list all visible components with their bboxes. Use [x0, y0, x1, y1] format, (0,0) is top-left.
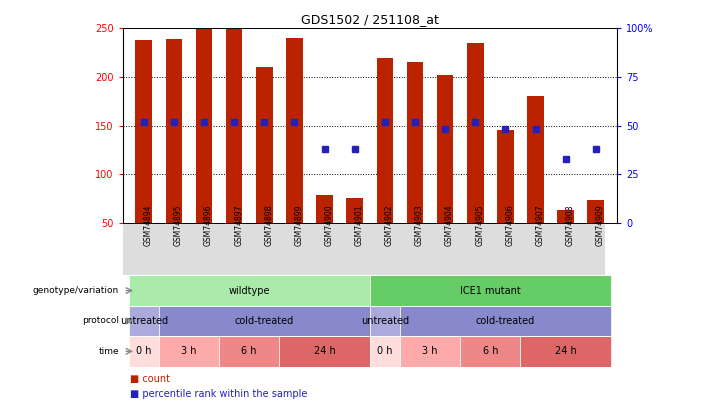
Bar	[400, 306, 611, 336]
Text: time: time	[99, 347, 119, 356]
Title: GDS1502 / 251108_at: GDS1502 / 251108_at	[301, 13, 439, 26]
Text: 6 h: 6 h	[482, 346, 498, 356]
Bar	[370, 336, 400, 367]
Text: GSM74894: GSM74894	[144, 205, 153, 246]
Bar	[226, 29, 243, 223]
Text: ICE1 mutant: ICE1 mutant	[460, 286, 521, 296]
Text: GSM74899: GSM74899	[294, 205, 304, 246]
Text: GSM74903: GSM74903	[415, 205, 424, 246]
Bar	[135, 40, 152, 223]
Bar	[370, 306, 400, 336]
Text: 0 h: 0 h	[136, 346, 151, 356]
Bar	[400, 336, 460, 367]
Text: wildtype: wildtype	[229, 286, 270, 296]
Bar	[196, 29, 212, 223]
Text: GSM74900: GSM74900	[325, 205, 334, 246]
Text: GSM74909: GSM74909	[596, 205, 605, 246]
Text: GSM74895: GSM74895	[174, 205, 183, 246]
Bar	[527, 96, 544, 223]
Bar	[520, 336, 611, 367]
Text: untreated: untreated	[361, 316, 409, 326]
Bar	[587, 200, 604, 223]
Bar	[460, 336, 520, 367]
Text: protocol: protocol	[82, 316, 119, 326]
Text: 3 h: 3 h	[182, 346, 197, 356]
Bar	[129, 275, 370, 306]
Text: GSM74902: GSM74902	[385, 205, 394, 246]
Text: GSM74901: GSM74901	[355, 205, 364, 246]
Text: GSM74897: GSM74897	[234, 205, 243, 246]
Bar	[256, 67, 273, 223]
Bar	[467, 43, 484, 223]
Bar	[165, 39, 182, 223]
Bar	[370, 275, 611, 306]
Text: GSM74908: GSM74908	[566, 205, 575, 246]
Text: GSM74904: GSM74904	[445, 205, 454, 246]
Text: cold-treated: cold-treated	[235, 316, 294, 326]
Bar	[280, 336, 370, 367]
Bar	[407, 62, 423, 223]
Text: cold-treated: cold-treated	[476, 316, 535, 326]
Bar	[219, 336, 280, 367]
Bar	[129, 306, 159, 336]
Bar	[346, 198, 363, 223]
Bar	[376, 58, 393, 223]
Bar	[286, 38, 303, 223]
Bar	[497, 130, 514, 223]
Text: GSM74907: GSM74907	[536, 205, 545, 246]
Bar	[159, 336, 219, 367]
Text: 6 h: 6 h	[241, 346, 257, 356]
Bar	[159, 306, 370, 336]
Text: genotype/variation: genotype/variation	[33, 286, 119, 295]
Bar	[437, 75, 454, 223]
Bar	[316, 194, 333, 223]
Text: ■ percentile rank within the sample: ■ percentile rank within the sample	[130, 389, 307, 399]
Text: GSM74906: GSM74906	[505, 205, 515, 246]
Text: 0 h: 0 h	[377, 346, 393, 356]
Bar	[557, 210, 574, 223]
Text: untreated: untreated	[120, 316, 168, 326]
Text: GSM74905: GSM74905	[475, 205, 484, 246]
Text: 24 h: 24 h	[314, 346, 336, 356]
Bar	[129, 336, 159, 367]
Text: 3 h: 3 h	[422, 346, 438, 356]
Text: GSM74898: GSM74898	[264, 205, 273, 246]
Text: GSM74896: GSM74896	[204, 205, 213, 246]
Text: ■ count: ■ count	[130, 373, 170, 384]
Text: 24 h: 24 h	[554, 346, 576, 356]
